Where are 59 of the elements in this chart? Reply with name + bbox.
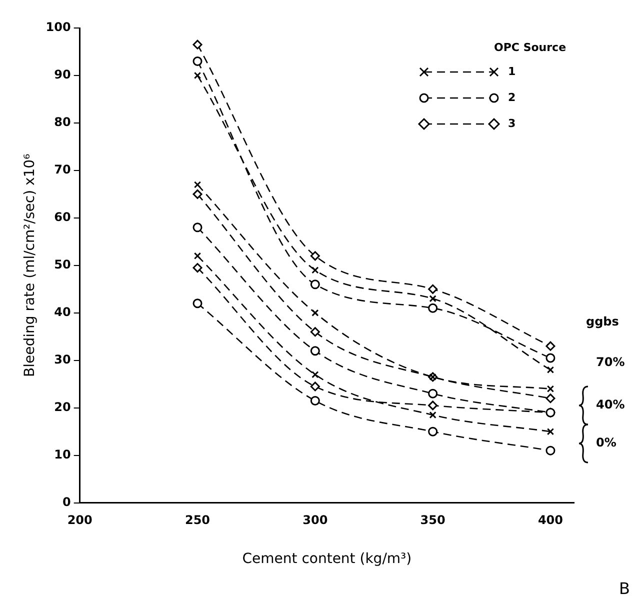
x-tick-label: 300 <box>302 513 328 528</box>
point <box>194 72 202 80</box>
point <box>310 251 320 261</box>
x-tick-label: 200 <box>67 513 92 528</box>
point <box>310 346 320 356</box>
point <box>546 341 556 351</box>
point <box>546 366 554 374</box>
y-tick-label: 60 <box>54 210 71 224</box>
point <box>192 263 202 273</box>
point <box>428 303 438 313</box>
y-tick-label: 90 <box>54 68 71 82</box>
legend-label: 1 <box>508 64 516 78</box>
text: 40% <box>596 398 625 412</box>
point <box>194 252 202 260</box>
y-tick-label: 0 <box>62 494 71 509</box>
point <box>192 222 202 232</box>
text: 70% <box>596 354 625 369</box>
x-tick-label: 350 <box>420 513 446 528</box>
text: ggbs <box>586 314 619 328</box>
point <box>312 309 319 316</box>
y-tick-label: 80 <box>54 115 71 130</box>
point <box>546 385 554 392</box>
point <box>192 298 202 308</box>
point <box>310 382 320 392</box>
y-tick-label: 30 <box>54 352 71 366</box>
point <box>310 327 320 337</box>
text: 0% <box>596 436 616 450</box>
point <box>428 426 438 436</box>
point <box>194 181 202 188</box>
point <box>429 411 436 419</box>
point <box>312 371 319 378</box>
legend-title: OPC Source <box>494 40 566 54</box>
y-tick-label: 100 <box>46 20 71 34</box>
point <box>546 428 554 436</box>
point <box>429 295 436 302</box>
point <box>310 396 320 406</box>
point <box>192 56 202 66</box>
y-axis-title: Bleeding rate (ml/cm²/sec) x10⁶ <box>22 153 38 377</box>
point <box>428 400 438 410</box>
point <box>310 280 320 290</box>
point <box>192 189 202 199</box>
text: B <box>619 579 630 598</box>
y-tick-label: 10 <box>54 447 71 462</box>
y-tick-label: 20 <box>54 400 71 414</box>
x-axis-title: Cement content (kg/m³) <box>242 551 412 568</box>
point <box>546 446 556 456</box>
point <box>546 394 556 404</box>
y-tick-label: 40 <box>54 305 71 320</box>
point <box>192 40 202 50</box>
point <box>546 353 556 363</box>
point <box>428 284 438 294</box>
x-tick-label: 400 <box>538 513 563 528</box>
legend-label: 2 <box>508 90 516 104</box>
x-tick-label: 250 <box>184 513 210 528</box>
y-tick-label: 50 <box>54 258 71 272</box>
legend-label: 3 <box>508 116 516 130</box>
point <box>428 388 438 398</box>
point <box>312 266 319 274</box>
y-tick-label: 70 <box>54 162 71 177</box>
